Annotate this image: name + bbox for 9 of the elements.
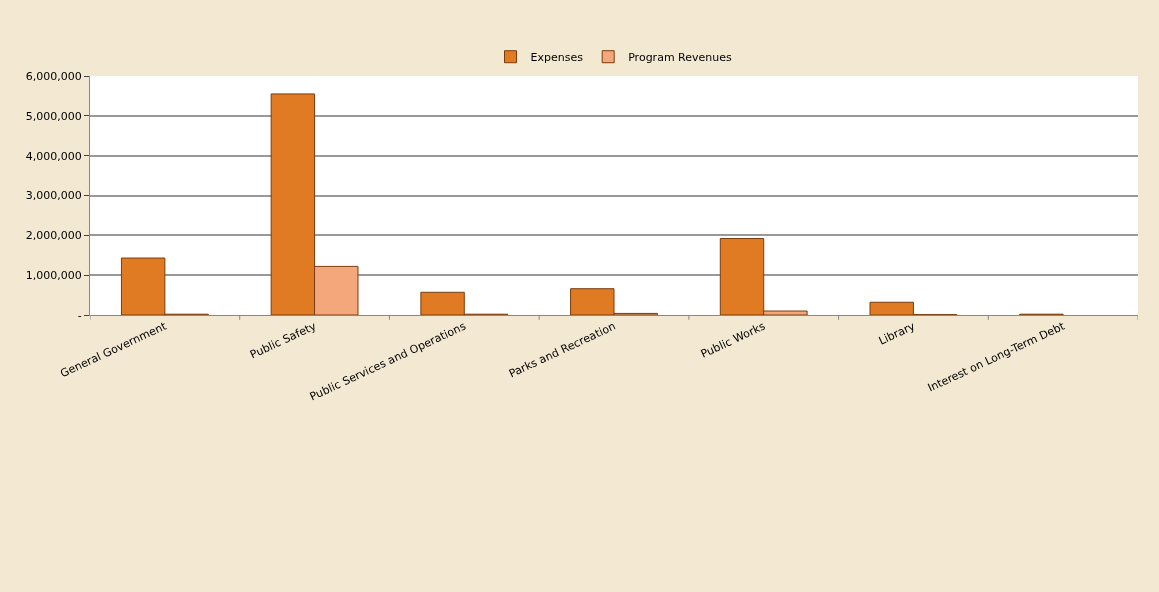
y-tick-label: 4,000,000 — [25, 149, 82, 163]
y-tick-label: 6,000,000 — [25, 69, 82, 83]
y-tick-label: 3,000,000 — [25, 189, 82, 203]
legend-label: Program Revenues — [628, 51, 732, 65]
y-tick-label: 5,000,000 — [25, 109, 82, 123]
y-tick-label: 1,000,000 — [25, 269, 82, 283]
y-tick-label: 2,000,000 — [25, 229, 82, 243]
legend-label: Expenses — [530, 51, 584, 65]
y-tick-label: - — [77, 308, 82, 322]
